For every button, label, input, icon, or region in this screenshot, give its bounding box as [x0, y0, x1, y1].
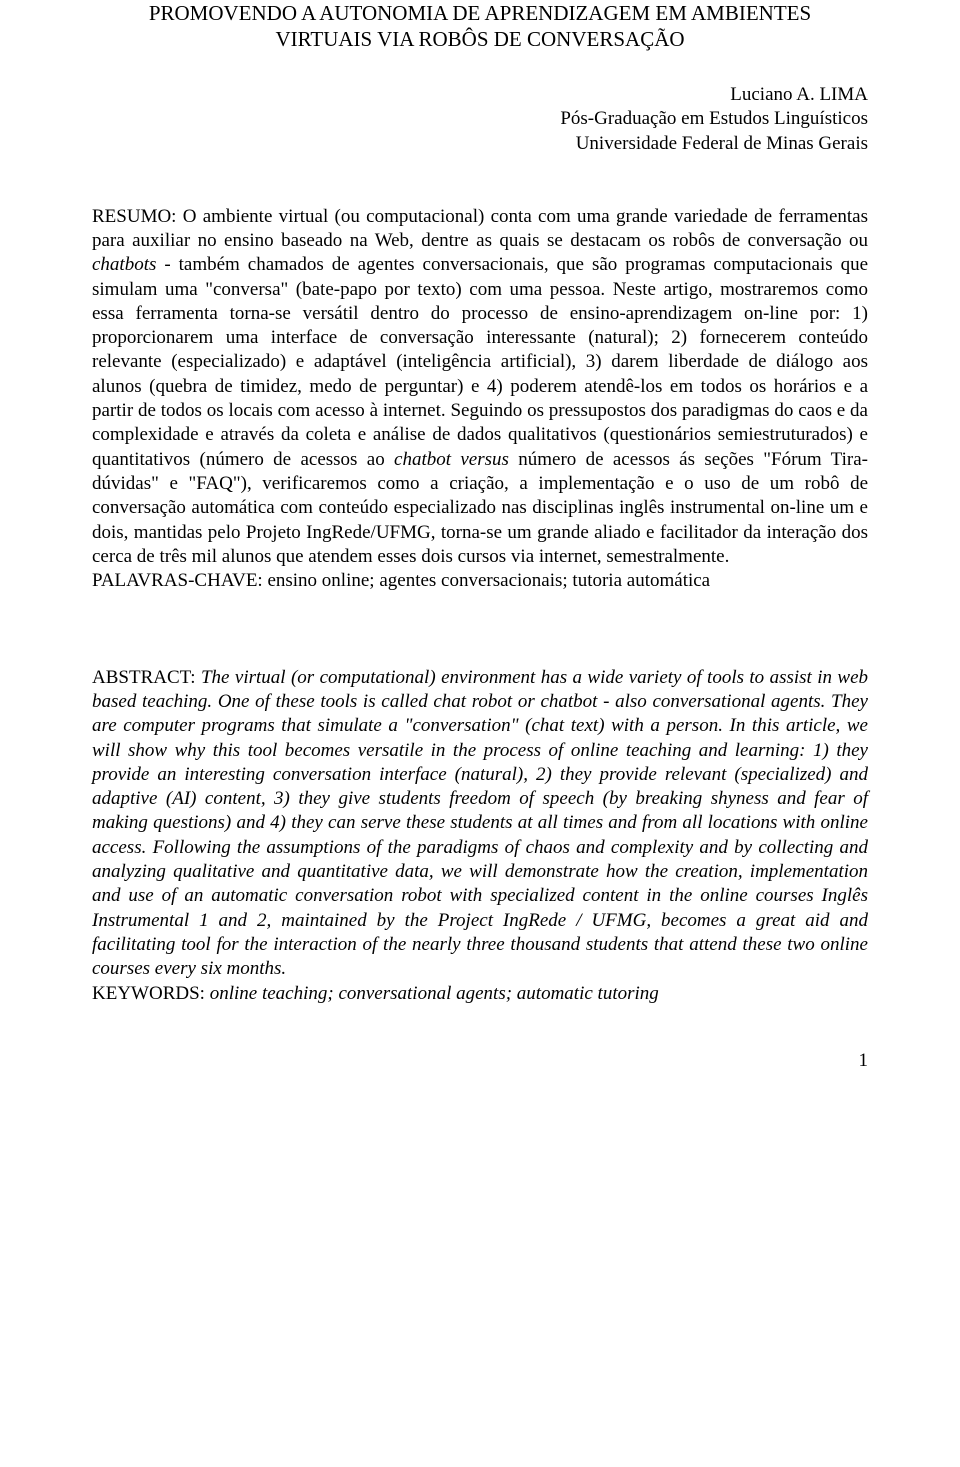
resumo-label: RESUMO:: [92, 206, 183, 227]
abstract-text: The virtual (or computational) environme…: [92, 667, 868, 980]
paper-title: PROMOVENDO A AUTONOMIA DE APRENDIZAGEM E…: [92, 0, 868, 53]
keywords-label: KEYWORDS:: [92, 983, 210, 1004]
keywords-text: online teaching; conversational agents; …: [210, 983, 659, 1004]
author-affiliation-2: Universidade Federal de Minas Gerais: [92, 132, 868, 157]
resumo-text-pre: O ambiente virtual (ou computacional) co…: [92, 206, 868, 251]
keywords-section: KEYWORDS: online teaching; conversationa…: [92, 982, 868, 1006]
palavras-chave-label: PALAVRAS-CHAVE:: [92, 570, 267, 591]
abstract-label: ABSTRACT:: [92, 667, 201, 688]
author-name: Luciano A. LIMA: [92, 83, 868, 108]
resumo-section: RESUMO: O ambiente virtual (ou computaci…: [92, 205, 868, 594]
author-affiliation-1: Pós-Graduação em Estudos Linguísticos: [92, 107, 868, 132]
title-line-1: PROMOVENDO A AUTONOMIA DE APRENDIZAGEM E…: [149, 1, 811, 25]
title-line-2: VIRTUAIS VIA ROBÔS DE CONVERSAÇÃO: [275, 27, 684, 51]
resumo-italic-chatbot-versus: chatbot versus: [394, 449, 509, 470]
document-page: PROMOVENDO A AUTONOMIA DE APRENDIZAGEM E…: [0, 0, 960, 1112]
palavras-chave-text: ensino online; agentes conversacionais; …: [267, 570, 710, 591]
author-block: Luciano A. LIMA Pós-Graduação em Estudos…: [92, 83, 868, 157]
abstract-section: ABSTRACT: The virtual (or computational)…: [92, 666, 868, 982]
page-number: 1: [92, 1050, 868, 1072]
resumo-italic-chatbots: chatbots: [92, 254, 156, 275]
section-separator: [92, 630, 868, 666]
resumo-text-mid: - também chamados de agentes conversacio…: [92, 254, 868, 470]
